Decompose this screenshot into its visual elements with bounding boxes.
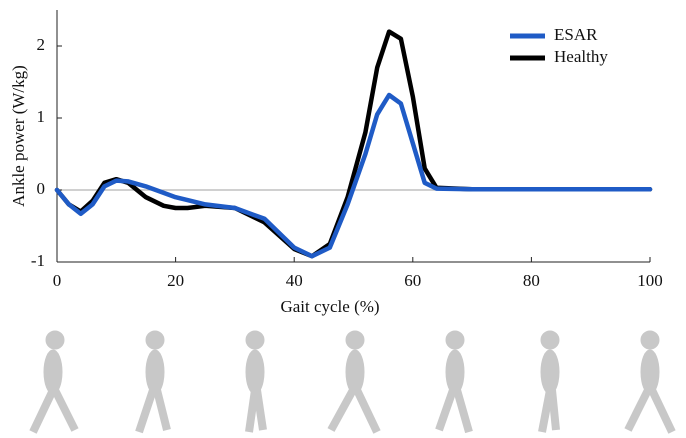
- walker: [435, 330, 473, 434]
- x-axis-label: Gait cycle (%): [280, 297, 379, 316]
- walker: [538, 330, 560, 433]
- x-tick-label: 80: [523, 271, 540, 290]
- y-tick-label: -1: [31, 251, 45, 270]
- walker: [245, 330, 267, 433]
- x-tick-label: 60: [404, 271, 421, 290]
- walker: [29, 330, 79, 434]
- y-axis-label: Ankle power (W/kg): [9, 65, 28, 207]
- walker: [624, 330, 676, 434]
- x-tick-label: 0: [53, 271, 62, 290]
- walker: [327, 330, 381, 434]
- y-tick-label: 1: [37, 107, 46, 126]
- legend-label: Healthy: [554, 47, 608, 66]
- walker: [135, 330, 171, 434]
- x-tick-label: 20: [167, 271, 184, 290]
- x-tick-label: 40: [286, 271, 303, 290]
- y-tick-label: 2: [37, 35, 46, 54]
- series-line: [54, 29, 653, 259]
- walking-figures: [29, 330, 676, 434]
- legend-label: ESAR: [554, 25, 598, 44]
- y-tick-label: 0: [37, 179, 46, 198]
- series-line: [54, 92, 653, 259]
- x-tick-label: 100: [637, 271, 663, 290]
